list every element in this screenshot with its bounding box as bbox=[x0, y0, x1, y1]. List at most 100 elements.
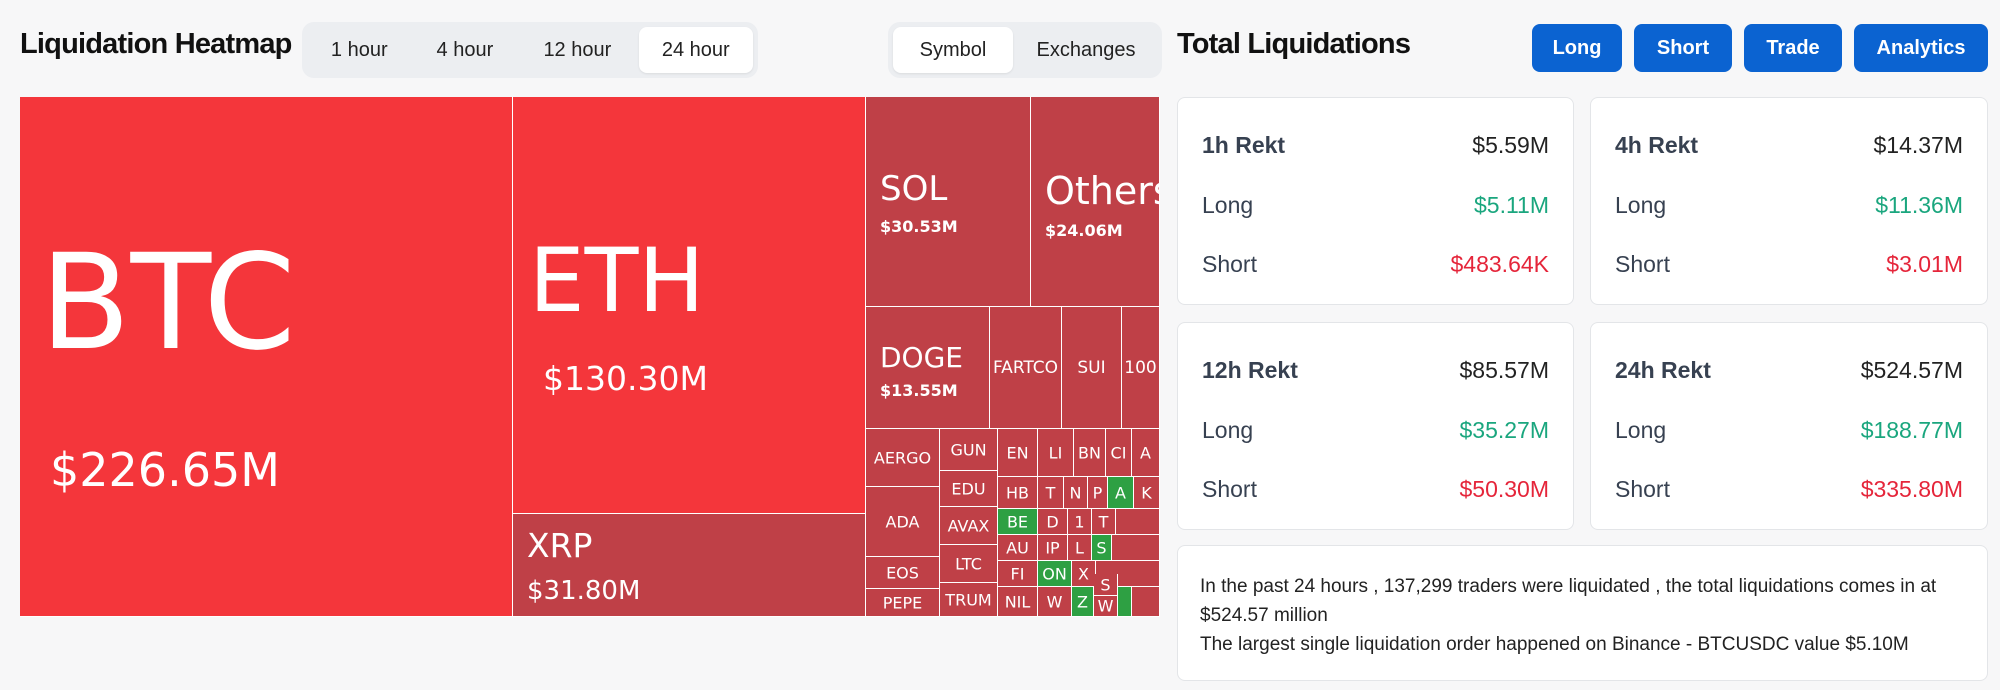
treemap-cell-others[interactable]: Others $24.06M bbox=[1031, 97, 1160, 307]
cell-symbol: EDU bbox=[951, 479, 986, 498]
treemap-cell-nil[interactable]: NIL bbox=[998, 587, 1038, 617]
treemap-cell-trump[interactable]: TRUM bbox=[940, 583, 998, 617]
treemap-cell-sol[interactable]: SOL $30.53M bbox=[866, 97, 1031, 307]
treemap-cell-eth[interactable]: ETH $130.30M bbox=[513, 97, 866, 514]
cell-symbol: BTC bbox=[40, 226, 296, 380]
treemap-cell-n1[interactable]: N bbox=[1064, 477, 1088, 509]
treemap-cell-be[interactable]: BE bbox=[998, 509, 1038, 535]
treemap-cell-l2[interactable]: L bbox=[1068, 535, 1092, 561]
cell-symbol: D bbox=[1046, 512, 1059, 531]
summary-line-1: In the past 24 hours , 137,299 traders w… bbox=[1200, 576, 1937, 626]
cell-symbol: AERGO bbox=[873, 448, 932, 467]
treemap-cell-pepe[interactable]: PEPE bbox=[866, 589, 940, 617]
treemap-cell-au[interactable]: AU bbox=[998, 535, 1038, 561]
treemap-cell-edu[interactable]: EDU bbox=[940, 471, 998, 507]
treemap-cell-z1[interactable]: Z bbox=[1072, 587, 1094, 617]
treemap-cell-misc5[interactable] bbox=[1132, 587, 1160, 617]
cell-symbol: DOGE bbox=[880, 341, 963, 374]
view-option-symbol[interactable]: Symbol bbox=[893, 27, 1013, 73]
short-button[interactable]: Short bbox=[1634, 24, 1732, 72]
long-value: $11.36M bbox=[1875, 192, 1963, 218]
treemap-cell-sui[interactable]: SUI bbox=[1062, 307, 1122, 429]
treemap-cell-s1[interactable]: S bbox=[1092, 535, 1112, 561]
heatmap-title: Liquidation Heatmap bbox=[20, 28, 292, 60]
treemap-cell-t2[interactable]: T bbox=[1092, 509, 1116, 535]
cell-value: $31.80M bbox=[527, 576, 641, 606]
cell-symbol: CI bbox=[1110, 443, 1127, 462]
cell-symbol: BN bbox=[1078, 443, 1101, 462]
cell-symbol: ADA bbox=[885, 512, 920, 531]
cell-symbol: S bbox=[1096, 538, 1107, 557]
analytics-button[interactable]: Analytics bbox=[1854, 24, 1988, 72]
view-option-exchanges[interactable]: Exchanges bbox=[1036, 38, 1136, 61]
treemap-cell-d1[interactable]: D bbox=[1038, 509, 1068, 535]
treemap-cell-fi[interactable]: FI bbox=[998, 561, 1038, 587]
treemap-cell-ltc[interactable]: LTC bbox=[940, 545, 998, 583]
treemap-cell-misc1[interactable] bbox=[1116, 509, 1160, 535]
cell-symbol: W bbox=[1097, 596, 1114, 616]
cell-symbol: EN bbox=[1006, 443, 1029, 462]
short-label: Short bbox=[1202, 476, 1257, 502]
treemap-cell-en[interactable]: EN bbox=[998, 429, 1038, 477]
cell-symbol: A bbox=[1115, 483, 1126, 502]
treemap-cell-doge[interactable]: DOGE $13.55M bbox=[866, 307, 990, 429]
short-label: Short bbox=[1615, 476, 1670, 502]
treemap-cell-btc[interactable]: BTC $226.65M bbox=[20, 97, 513, 617]
long-label: Long bbox=[1615, 192, 1667, 218]
treemap-cell-misc4[interactable] bbox=[1118, 587, 1132, 617]
treemap-cell-one[interactable]: 1 bbox=[1068, 509, 1092, 535]
treemap-cell-bn[interactable]: BN bbox=[1074, 429, 1106, 477]
treemap-cell-t1[interactable]: T bbox=[1038, 477, 1064, 509]
card-long-row: Long $11.36M bbox=[1615, 192, 1963, 219]
time-range-selector: 1 hour 4 hour 12 hour 24 hour bbox=[302, 22, 758, 78]
totals-title: Total Liquidations bbox=[1177, 28, 1411, 60]
treemap-cell-aergo[interactable]: AERGO bbox=[866, 429, 940, 487]
treemap-cell-ip[interactable]: IP bbox=[1038, 535, 1068, 561]
long-value: $188.77M bbox=[1860, 417, 1963, 443]
treemap-cell-s2[interactable]: S bbox=[1094, 574, 1118, 596]
time-option-4h[interactable]: 4 hour bbox=[436, 38, 494, 61]
rekt-card-4h: 4h Rekt $14.37M Long $11.36M Short $3.01M bbox=[1590, 97, 1988, 305]
treemap-cell-w1[interactable]: W bbox=[1038, 587, 1072, 617]
short-value: $50.30M bbox=[1459, 476, 1549, 502]
cell-symbol: X bbox=[1078, 564, 1089, 583]
cell-value: $130.30M bbox=[543, 359, 708, 398]
treemap-cell-misc2[interactable] bbox=[1112, 535, 1160, 561]
summary-line-2: The largest single liquidation order hap… bbox=[1200, 634, 1909, 655]
cell-symbol: P bbox=[1092, 483, 1103, 502]
treemap-cell-ci[interactable]: CI bbox=[1106, 429, 1132, 477]
cell-symbol: HB bbox=[1005, 483, 1029, 502]
liquidation-summary: In the past 24 hours , 137,299 traders w… bbox=[1177, 545, 1988, 681]
treemap-cell-a1[interactable]: A bbox=[1132, 429, 1160, 477]
short-value: $335.80M bbox=[1860, 476, 1963, 502]
treemap-cell-xrp[interactable]: XRP $31.80M bbox=[513, 514, 866, 617]
treemap-cell-x1[interactable]: X bbox=[1072, 561, 1096, 587]
time-option-24h[interactable]: 24 hour bbox=[638, 27, 753, 73]
treemap-cell-hb[interactable]: HB bbox=[998, 477, 1038, 509]
card-total: $85.57M bbox=[1459, 357, 1549, 383]
long-label: Long bbox=[1202, 192, 1254, 218]
treemap-cell-avax[interactable]: AVAX bbox=[940, 507, 998, 545]
treemap-cell-fartcoin[interactable]: FARTCO bbox=[990, 307, 1062, 429]
treemap-cell-eos[interactable]: EOS bbox=[866, 557, 940, 589]
treemap-cell-a2[interactable]: A bbox=[1108, 477, 1134, 509]
treemap-cell-ada[interactable]: ADA bbox=[866, 487, 940, 557]
treemap-cell-k1[interactable]: K bbox=[1134, 477, 1160, 509]
cell-symbol: 100 bbox=[1124, 357, 1157, 378]
card-long-row: Long $35.27M bbox=[1202, 417, 1549, 444]
short-label: Short bbox=[1202, 251, 1257, 277]
card-total: $5.59M bbox=[1472, 132, 1549, 158]
treemap-cell-100[interactable]: 100 bbox=[1122, 307, 1160, 429]
treemap-cell-p1[interactable]: P bbox=[1088, 477, 1108, 509]
short-label: Short bbox=[1615, 251, 1670, 277]
treemap-cell-w2[interactable]: W bbox=[1094, 596, 1118, 617]
treemap-cell-on[interactable]: ON bbox=[1038, 561, 1072, 587]
treemap-cell-li[interactable]: LI bbox=[1038, 429, 1074, 477]
long-button[interactable]: Long bbox=[1532, 24, 1622, 72]
trade-button[interactable]: Trade bbox=[1744, 24, 1842, 72]
time-option-1h[interactable]: 1 hour bbox=[330, 38, 388, 61]
card-short-row: Short $50.30M bbox=[1202, 476, 1549, 503]
time-option-12h[interactable]: 12 hour bbox=[543, 38, 612, 61]
card-short-row: Short $483.64K bbox=[1202, 251, 1549, 278]
treemap-cell-gun[interactable]: GUN bbox=[940, 429, 998, 471]
